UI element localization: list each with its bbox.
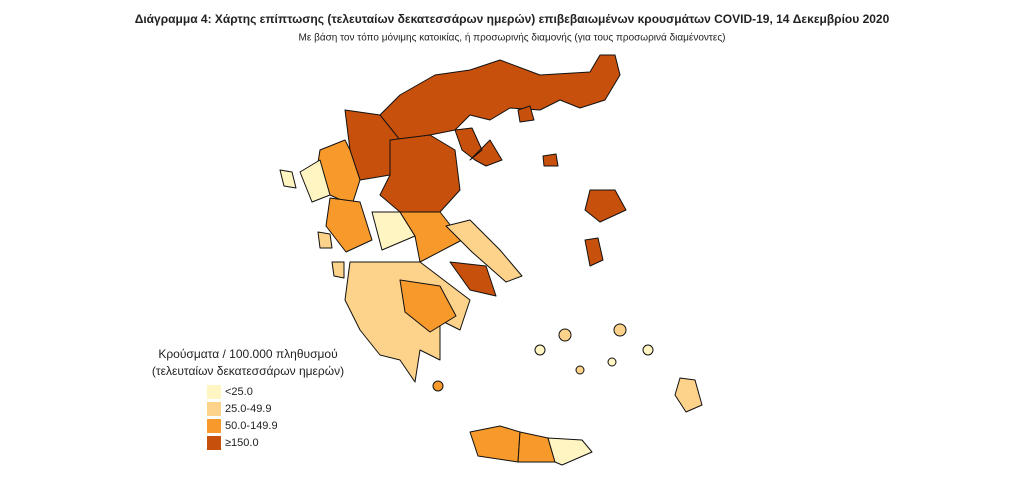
region xyxy=(517,105,535,123)
region xyxy=(575,365,585,375)
region xyxy=(607,357,617,367)
legend-label: ≥150.0 xyxy=(225,437,259,449)
legend-swatch xyxy=(207,436,221,450)
region xyxy=(344,261,471,383)
region xyxy=(379,54,621,141)
region xyxy=(399,211,463,263)
region xyxy=(331,261,345,279)
region xyxy=(279,169,297,189)
region xyxy=(432,380,444,392)
region xyxy=(547,437,593,466)
region xyxy=(584,189,627,223)
region xyxy=(299,159,331,203)
legend-label: <25.0 xyxy=(225,386,253,398)
legend-swatch xyxy=(207,419,221,433)
legend-swatch xyxy=(207,385,221,399)
region xyxy=(542,153,559,167)
legend: Κρούσματα / 100.000 πληθυσμού (τελευταίω… xyxy=(152,347,344,450)
region xyxy=(379,134,461,213)
region xyxy=(325,197,373,253)
region xyxy=(454,127,503,167)
region xyxy=(517,431,556,463)
legend-title: Κρούσματα / 100.000 πληθυσμού xyxy=(158,347,337,361)
legend-label: 25.0-49.9 xyxy=(225,403,271,415)
title: Διάγραμμα 4: Χάρτης επίπτωσης (τελευταίω… xyxy=(135,12,890,26)
region xyxy=(584,237,604,267)
region xyxy=(469,425,521,463)
region xyxy=(317,231,333,249)
map xyxy=(279,54,703,466)
region xyxy=(449,261,497,297)
region xyxy=(399,279,457,333)
legend-title: (τελευταίων δεκατεσσάρων ημερών) xyxy=(152,364,344,378)
region xyxy=(534,344,546,356)
subtitle: Με βάση τον τόπο μόνιμης κατοικίας, ή πρ… xyxy=(299,32,726,44)
region xyxy=(642,344,654,356)
region xyxy=(445,219,523,283)
region xyxy=(558,328,572,342)
legend-swatch xyxy=(207,402,221,416)
legend-label: 50.0-149.9 xyxy=(225,420,278,432)
region xyxy=(613,323,627,337)
region xyxy=(674,377,703,413)
